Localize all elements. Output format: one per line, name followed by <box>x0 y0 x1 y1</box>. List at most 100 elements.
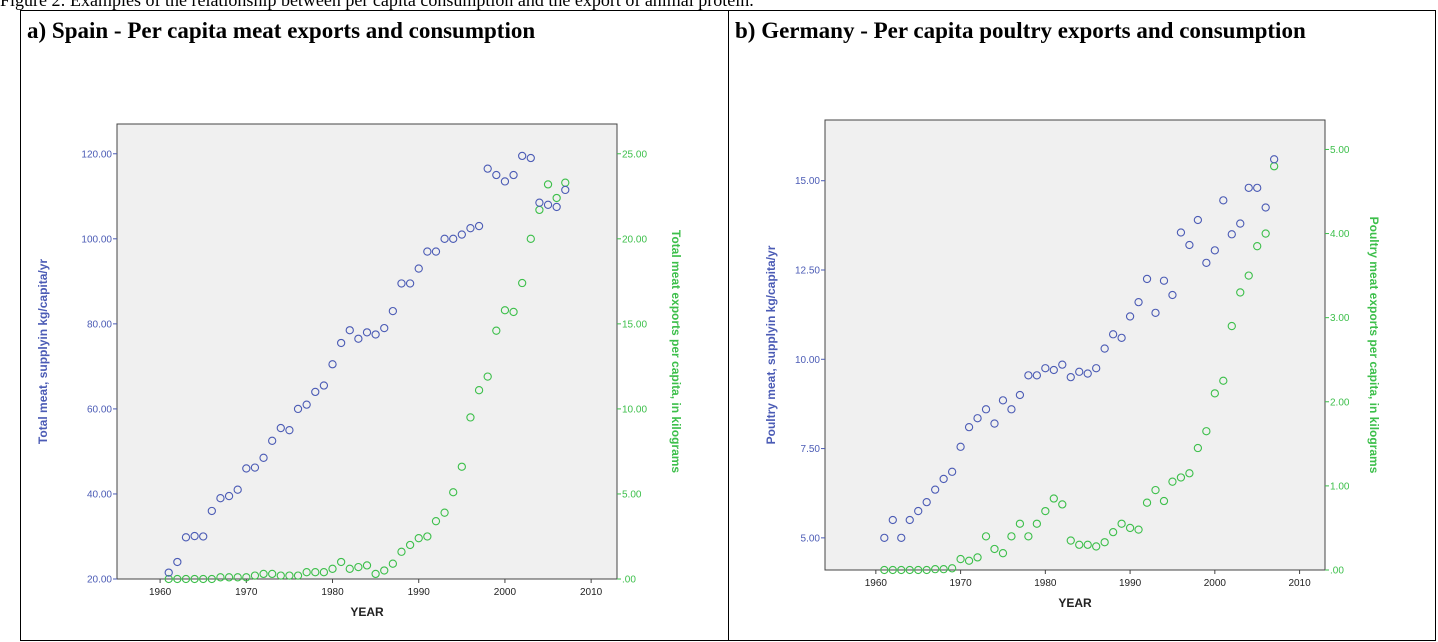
y-right-tick-label: .00 <box>1330 566 1344 577</box>
y-left-tick-label: 60.00 <box>87 404 112 415</box>
data-point-supply <box>1125 312 1135 321</box>
data-point-exports <box>905 565 914 575</box>
data-point-exports <box>388 559 398 568</box>
y-right-tick-label: 4.00 <box>1330 229 1350 240</box>
data-point-supply <box>973 414 982 423</box>
data-point-exports <box>998 549 1008 558</box>
x-tick-label: 1990 <box>408 587 431 598</box>
data-point-supply <box>1193 215 1203 225</box>
data-point-supply <box>190 531 199 541</box>
data-point-supply <box>1219 196 1228 205</box>
data-point-supply <box>1117 333 1126 343</box>
data-point-exports <box>207 574 216 584</box>
data-point-exports <box>1244 271 1253 280</box>
data-point-supply <box>492 170 501 180</box>
data-point-exports <box>1041 506 1050 516</box>
data-point-supply <box>1134 297 1143 307</box>
data-point-supply <box>1015 390 1025 400</box>
data-point-supply <box>1041 364 1050 373</box>
data-point-supply <box>1185 240 1194 250</box>
y-right-tick-label: 5.00 <box>622 489 642 500</box>
data-point-exports <box>164 574 173 584</box>
data-point-supply <box>224 491 234 501</box>
data-point-supply <box>947 467 957 476</box>
data-point-exports <box>440 508 449 517</box>
y-left-tick-label: 10.00 <box>795 355 820 366</box>
data-point-supply <box>423 247 432 256</box>
data-point-supply <box>1253 183 1262 193</box>
data-point-exports <box>931 565 940 574</box>
data-point-exports <box>181 574 191 584</box>
data-point-supply <box>1227 230 1236 239</box>
data-point-supply <box>880 533 889 543</box>
data-point-exports <box>1117 519 1126 528</box>
chart-a: 1960 1970 1980 1990 2000 2010 20.00 40.00 60.00 8… <box>36 123 683 619</box>
data-point-supply <box>414 264 423 273</box>
data-point-exports <box>939 565 948 574</box>
data-point-supply <box>888 515 897 525</box>
data-point-supply <box>449 234 458 243</box>
x-tick-label: 2010 <box>580 587 603 598</box>
data-point-exports <box>1134 525 1143 534</box>
data-point-exports <box>973 553 982 562</box>
data-point-exports <box>1066 536 1075 545</box>
data-point-exports <box>1007 532 1016 541</box>
chart-b: 1960 1970 1980 1990 2000 2010 5.00 7.50 10.00 12.… <box>764 119 1381 610</box>
data-point-supply <box>1244 183 1253 193</box>
panel-b-title: b) Germany - Per capita poultry exports … <box>735 18 1306 43</box>
data-point-exports <box>947 564 957 573</box>
data-point-exports <box>423 532 432 541</box>
data-point-supply <box>1159 276 1169 285</box>
data-point-supply <box>405 279 415 288</box>
data-point-supply <box>1202 258 1211 268</box>
y-left-tick-label: 5.00 <box>801 533 821 544</box>
data-point-supply <box>981 405 991 414</box>
data-point-exports <box>1125 523 1135 533</box>
data-point-exports <box>380 566 389 575</box>
data-point-exports <box>466 413 475 422</box>
data-point-exports <box>483 372 492 381</box>
data-point-exports <box>500 306 510 315</box>
x-tick-label: 1960 <box>865 578 888 589</box>
data-point-supply <box>276 423 285 433</box>
data-point-exports <box>173 574 182 584</box>
data-point-supply <box>362 328 372 337</box>
data-point-supply <box>336 338 346 348</box>
data-point-exports <box>981 532 991 541</box>
x-tick-label: 1970 <box>235 587 258 598</box>
data-point-supply <box>302 400 311 409</box>
plot-area <box>116 123 618 580</box>
x-tick-label: 1990 <box>1119 578 1142 589</box>
data-point-exports <box>1108 527 1118 537</box>
data-point-supply <box>311 387 320 397</box>
data-point-exports <box>397 547 406 556</box>
data-point-exports <box>276 571 285 580</box>
data-point-supply <box>268 436 277 445</box>
data-point-exports <box>922 565 931 575</box>
data-point-supply <box>1210 246 1219 255</box>
data-point-supply <box>964 422 974 432</box>
data-point-exports <box>1261 229 1270 238</box>
data-point-exports <box>242 573 251 582</box>
data-point-exports <box>216 573 225 582</box>
y-right-axis-label: Poultry meat exports per capita, in kilo… <box>1367 217 1381 474</box>
data-point-exports <box>1015 519 1025 528</box>
data-point-exports <box>285 571 294 580</box>
data-point-supply <box>319 381 329 390</box>
data-point-supply <box>1261 203 1270 212</box>
data-point-exports <box>345 564 354 573</box>
data-point-exports <box>990 544 999 554</box>
data-point-supply <box>233 485 242 494</box>
data-point-supply <box>397 279 406 288</box>
data-point-exports <box>233 573 242 582</box>
panel-a: a) Spain - Per capita meat exports and c… <box>20 10 729 641</box>
y-left-tick-label: 20.00 <box>87 575 112 586</box>
x-tick-label: 2000 <box>494 587 517 598</box>
data-point-exports <box>552 193 561 203</box>
data-point-supply <box>207 506 216 516</box>
data-point-supply <box>1168 290 1177 300</box>
y-right-tick-label: 15.00 <box>622 319 647 330</box>
y-right-tick-label: 20.00 <box>622 234 647 245</box>
y-left-axis-label: Poultry meat, supplyin kg/capita/yr <box>764 245 778 444</box>
data-point-supply <box>897 533 906 543</box>
